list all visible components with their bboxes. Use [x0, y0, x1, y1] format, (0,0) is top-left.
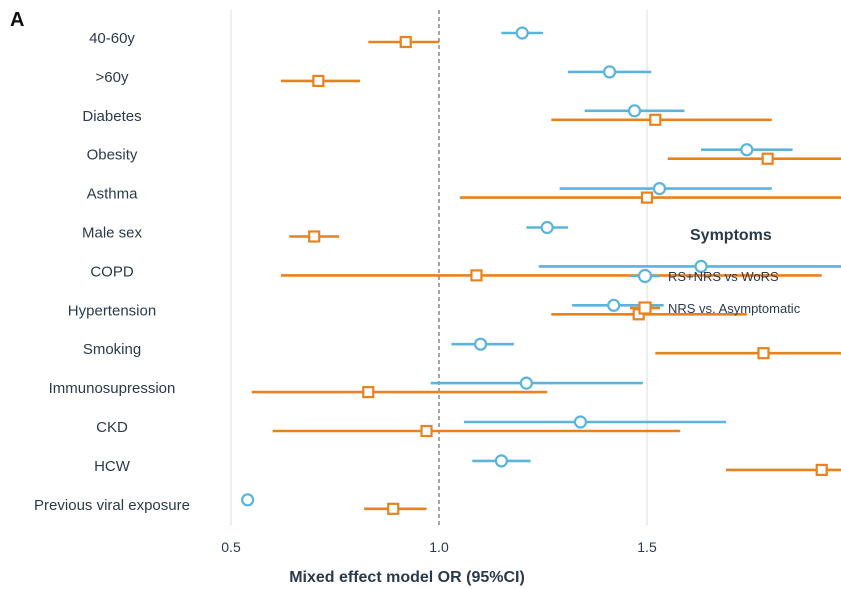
or-marker-circle — [515, 26, 529, 40]
x-axis-title: Mixed effect model OR (95%CI) — [289, 569, 525, 586]
category-label: COPD — [90, 263, 134, 280]
category-label: Immunosupression — [49, 380, 176, 397]
data-point — [667, 152, 841, 165]
or-marker-circle — [540, 220, 554, 235]
or-marker-square — [649, 113, 662, 126]
data-point — [472, 454, 531, 468]
or-marker-circle — [627, 104, 642, 118]
data-point — [451, 337, 514, 351]
or-marker-square — [399, 35, 412, 49]
data-point — [538, 259, 841, 273]
or-marker-square — [387, 502, 400, 515]
or-marker-circle — [602, 65, 617, 79]
or-marker-circle — [652, 182, 667, 196]
legend: Symptoms RS+NRS vs WoRS NRS vs. Asymptoma… — [630, 227, 801, 316]
data-point — [559, 182, 772, 196]
data-point — [584, 104, 685, 118]
data-point — [430, 376, 643, 390]
data-point — [551, 113, 772, 126]
category-labels: 40-60y >60y Diabetes Obesity Asthma Male sex C… — [34, 30, 190, 514]
or-marker-square — [362, 386, 375, 399]
category-label: Male sex — [82, 225, 143, 242]
data-point — [272, 424, 681, 438]
or-marker-circle — [241, 493, 255, 507]
category-label: >60y — [96, 69, 129, 86]
data-point — [368, 35, 439, 49]
or-marker-square — [308, 230, 321, 243]
legend-label: NRS vs. Asymptomatic — [668, 301, 801, 316]
data-point — [280, 269, 822, 282]
or-marker-square — [420, 424, 433, 438]
legend-circle — [637, 268, 653, 284]
data-marks — [241, 26, 841, 515]
legend-label: RS+NRS vs WoRS — [668, 269, 779, 284]
category-label: CKD — [96, 419, 128, 436]
data-point — [726, 463, 841, 476]
legend-item: NRS vs. Asymptomatic — [630, 301, 801, 316]
data-point — [463, 415, 727, 429]
data-point — [567, 65, 652, 79]
category-label: HCW — [94, 458, 131, 475]
or-marker-square — [640, 191, 654, 204]
data-point — [251, 386, 548, 399]
x-tick-labels: 0.51.01.52.0 — [221, 539, 657, 555]
data-point — [501, 26, 543, 40]
data-point — [241, 493, 255, 507]
or-marker-square — [312, 74, 325, 88]
data-point — [364, 502, 427, 515]
data-point — [526, 220, 568, 235]
category-label: Previous viral exposure — [34, 497, 190, 514]
data-point — [289, 230, 340, 243]
or-marker-square — [761, 152, 774, 165]
x-tick-label: 1.5 — [637, 539, 657, 555]
data-point — [655, 347, 841, 360]
or-marker-circle — [474, 337, 488, 351]
panel-label: A — [10, 9, 24, 31]
legend-square — [638, 301, 652, 315]
x-tick-label: 0.5 — [221, 539, 241, 555]
or-marker-circle — [740, 143, 754, 157]
or-marker-circle — [573, 415, 588, 429]
or-marker-square — [815, 463, 828, 476]
or-marker-circle — [519, 376, 533, 390]
legend-item: RS+NRS vs WoRS — [630, 268, 779, 284]
or-marker-square — [470, 269, 483, 282]
or-marker-square — [757, 347, 770, 360]
category-label: Diabetes — [82, 108, 141, 125]
category-label: 40-60y — [89, 30, 135, 47]
category-label: Obesity — [87, 147, 138, 164]
data-point — [280, 74, 360, 88]
or-marker-circle — [694, 259, 708, 273]
x-tick-label: 1.0 — [429, 539, 449, 555]
or-marker-circle — [607, 298, 621, 312]
category-label: Asthma — [87, 186, 139, 203]
legend-title: Symptoms — [690, 227, 772, 244]
or-marker-circle — [494, 454, 508, 468]
data-point — [459, 191, 841, 204]
category-label: Hypertension — [68, 302, 156, 319]
data-point — [701, 143, 793, 157]
category-label: Smoking — [83, 341, 141, 358]
